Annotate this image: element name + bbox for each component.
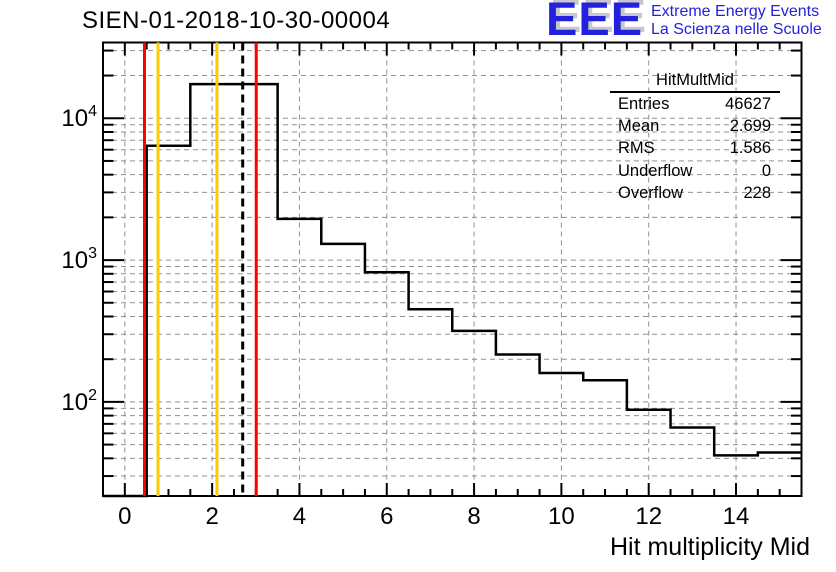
stats-label: Entries	[618, 94, 670, 113]
stats-row-rms: RMS 1.586	[610, 138, 780, 160]
x-tick-label: 0	[118, 503, 131, 530]
x-tick-label: 4	[293, 503, 306, 530]
stats-label: Overflow	[618, 183, 684, 202]
eee-logo-line1: Extreme Energy Events	[651, 3, 820, 20]
x-axis-title: Hit multiplicity Mid	[609, 533, 810, 561]
stats-label: Underflow	[618, 161, 693, 180]
x-tick-label: 12	[635, 503, 662, 530]
x-tick-label: 6	[380, 503, 393, 530]
stats-label: Mean	[618, 116, 660, 135]
stats-value: 2.699	[729, 116, 771, 135]
stats-row-overflow: Overflow 228	[610, 182, 780, 204]
stats-box-title: HitMultMid	[610, 71, 780, 93]
stats-row-underflow: Underflow 0	[610, 160, 780, 182]
y-tick-label: 104	[61, 103, 97, 132]
eee-logo: EEE	[546, 0, 644, 45]
stats-value: 0	[761, 161, 771, 180]
eee-logo-line2: La Scienza nelle Scuole	[651, 21, 822, 38]
stats-row-mean: Mean 2.699	[610, 115, 780, 137]
stats-value: 1.586	[729, 139, 771, 158]
page-title: SIEN-01-2018-10-30-00004	[82, 7, 391, 34]
x-tick-label: 14	[723, 503, 750, 530]
x-tick-label: 8	[467, 503, 480, 530]
stats-row-entries: Entries 46627	[610, 93, 780, 115]
stats-value: 46627	[725, 94, 771, 113]
y-tick-label: 103	[61, 245, 97, 274]
y-tick-label: 102	[61, 387, 97, 416]
histogram-outline	[103, 82, 802, 498]
stats-box: HitMultMid Entries 46627 Mean 2.699 RMS …	[610, 71, 780, 204]
stats-value: 228	[743, 183, 771, 202]
x-tick-label: 10	[548, 503, 575, 530]
eee-logo-text: Extreme Energy Events La Scienza nelle S…	[651, 3, 822, 39]
x-tick-label: 2	[205, 503, 218, 530]
stats-label: RMS	[618, 139, 655, 158]
